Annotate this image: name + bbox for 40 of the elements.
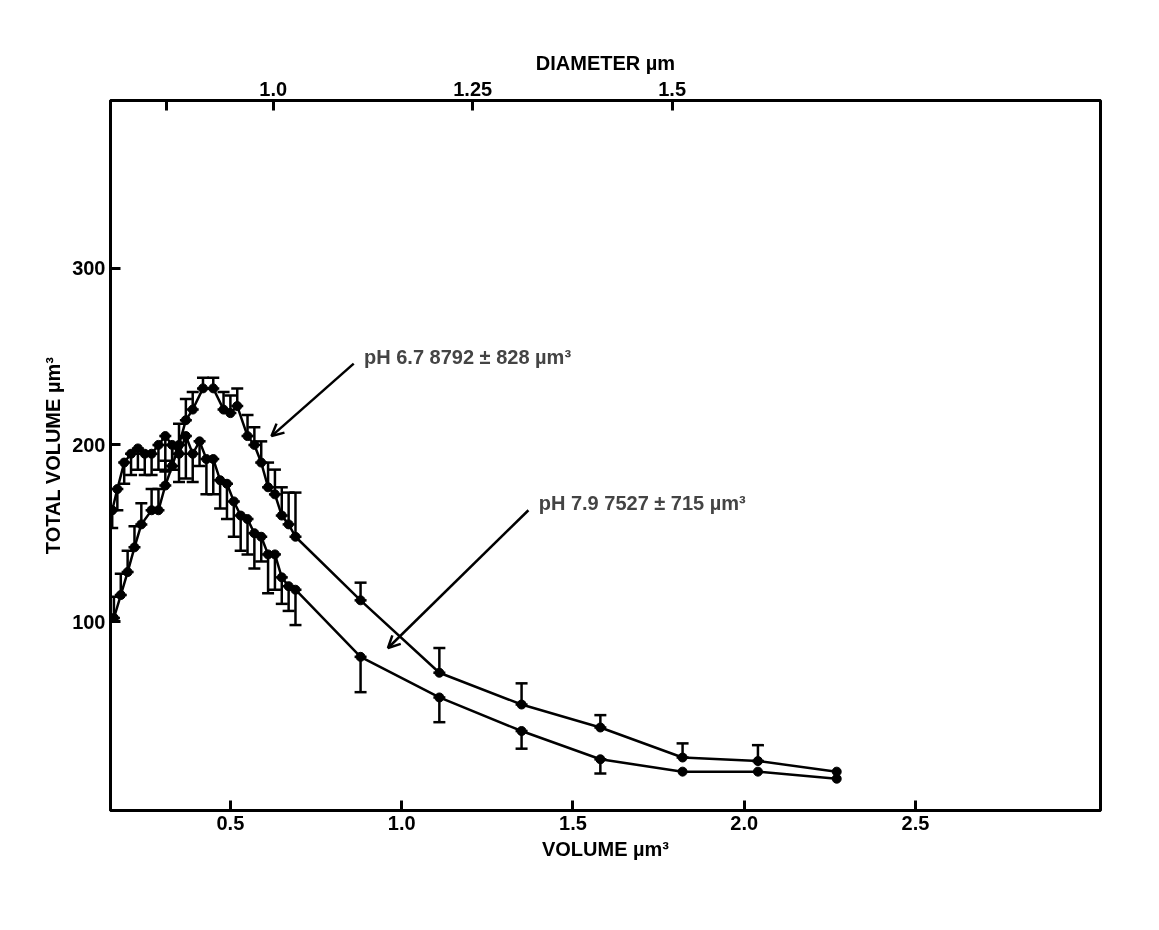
point <box>119 457 130 468</box>
x-tick-label: 1.0 <box>387 811 416 834</box>
point <box>677 766 688 777</box>
point <box>516 726 527 737</box>
point <box>595 754 606 765</box>
point <box>187 404 198 415</box>
point <box>355 595 366 606</box>
point <box>355 651 366 662</box>
point <box>516 699 527 710</box>
point <box>290 531 301 542</box>
y-axis-title: TOTAL VOLUME µm³ <box>42 356 65 555</box>
y-tick-label: 200 <box>72 433 106 456</box>
x2-tick-label: 1.25 <box>453 77 493 100</box>
y-tick-label: 300 <box>72 257 106 280</box>
x-axis-title: VOLUME µm³ <box>541 837 670 860</box>
point <box>276 510 287 521</box>
point <box>434 692 445 703</box>
point <box>752 766 763 777</box>
x2-tick-label: 1.0 <box>259 77 288 100</box>
point <box>595 722 606 733</box>
point <box>677 752 688 763</box>
point <box>132 443 143 454</box>
point <box>194 436 205 447</box>
point <box>752 756 763 767</box>
annotation: pH 6.7 8792 ± 828 µm³ <box>363 345 572 368</box>
point <box>242 431 253 442</box>
x2-tick-label: 1.5 <box>658 77 687 100</box>
x-tick-label: 2.0 <box>730 811 759 834</box>
point <box>283 519 294 530</box>
point <box>160 431 171 442</box>
x-tick-label: 0.5 <box>216 811 245 834</box>
annotation: pH 7.9 7527 ± 715 µm³ <box>538 492 747 515</box>
x-tick-label: 1.5 <box>559 811 587 834</box>
point <box>276 572 287 583</box>
point <box>112 484 123 495</box>
point <box>434 667 445 678</box>
y-tick-label: 100 <box>72 610 106 633</box>
point <box>228 496 239 507</box>
x-tick-label: 2.5 <box>901 811 930 834</box>
x2-axis-title: DIAMETER µm <box>535 51 676 74</box>
